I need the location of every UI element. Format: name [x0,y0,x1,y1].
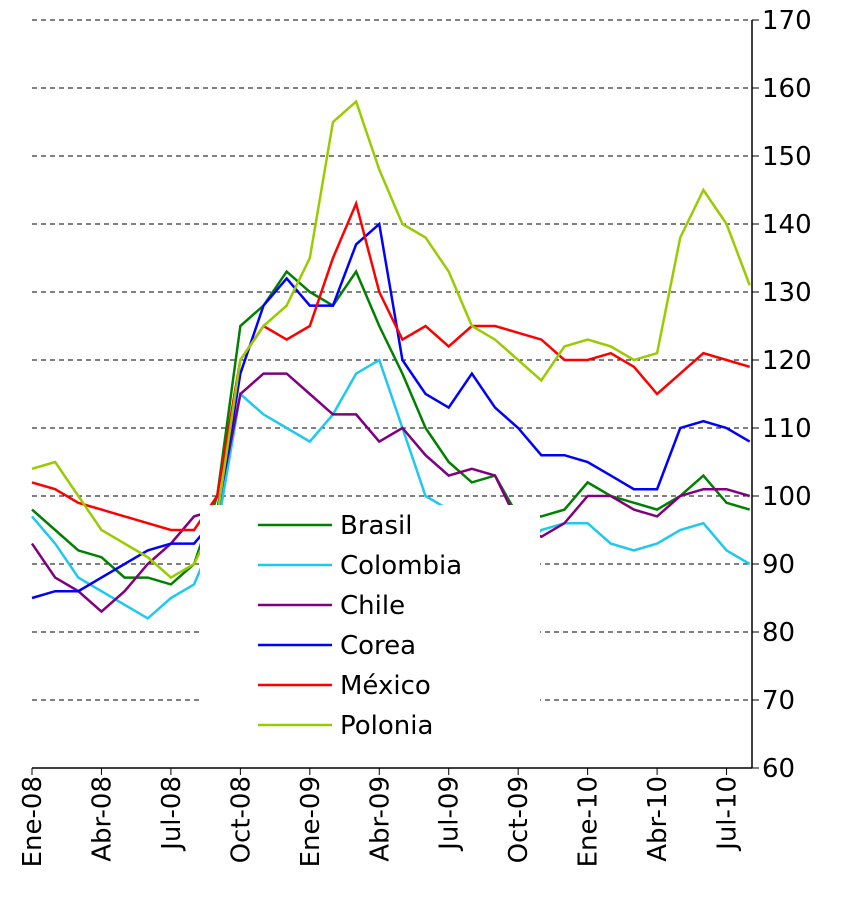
legend-box [200,505,540,745]
y-tick-label: 130 [762,278,812,308]
y-tick-label: 70 [762,686,795,716]
y-tick-label: 160 [762,74,812,104]
x-tick-label: Ene-09 [296,776,326,867]
series-line [31,221,751,600]
x-tick-label: Abr-08 [87,776,117,862]
legend-label: México [340,671,431,701]
y-tick-label: 80 [762,618,795,648]
x-tick-label: Ene-08 [18,776,48,867]
y-tick-label: 90 [762,550,795,580]
y-tick-label: 170 [762,6,812,36]
x-tick-label: Jul-08 [157,776,187,852]
x-tick-label: Jul-09 [435,776,465,852]
legend-label: Corea [340,631,416,661]
y-tick-label: 60 [762,754,795,784]
y-tick-label: 110 [762,414,812,444]
legend-label: Colombia [340,551,462,581]
x-tick-label: Jul-10 [713,776,743,852]
y-tick-label: 150 [762,142,812,172]
x-tick-label: Abr-10 [643,776,673,862]
y-tick-label: 100 [762,482,812,512]
legend-label: Polonia [340,711,433,741]
y-tick-label: 140 [762,210,812,240]
legend-label: Brasil [340,511,412,541]
x-tick-label: Oct-08 [226,776,256,863]
x-tick-label: Ene-10 [574,776,604,867]
series-line [31,99,751,580]
x-tick-label: Oct-09 [504,776,534,863]
y-tick-label: 120 [762,346,812,376]
series-line [31,269,751,586]
series-line [31,199,751,532]
x-tick-label: Abr-09 [365,776,395,862]
series-line [31,358,751,620]
legend-label: Chile [340,591,405,621]
